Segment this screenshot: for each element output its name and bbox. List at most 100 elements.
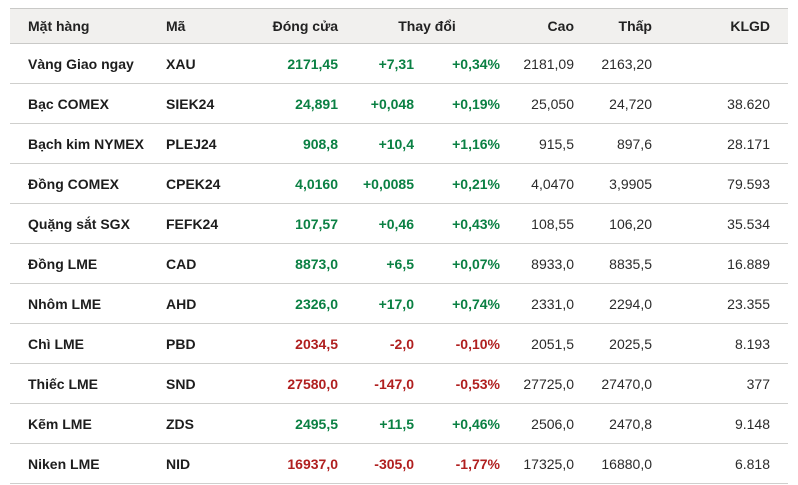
table-row[interactable]: Quặng sắt SGX FEFK24 107,57 +0,46 +0,43%… (10, 203, 788, 244)
table-row[interactable]: Kẽm LME ZDS 2495,5 +11,5 +0,46% 2506,0 2… (10, 403, 788, 444)
change-value: -147,0 (346, 363, 422, 404)
item-code: PBD (158, 323, 250, 364)
high-price: 2331,0 (508, 283, 582, 324)
item-name: Đồng COMEX (10, 163, 158, 204)
high-price: 2181,09 (508, 43, 582, 84)
change-percent: +0,21% (422, 163, 508, 204)
item-name: Vàng Giao ngay (10, 43, 158, 84)
close-price: 2171,45 (250, 43, 346, 84)
item-name: Bạc COMEX (10, 83, 158, 124)
table-row[interactable]: Nhôm LME AHD 2326,0 +17,0 +0,74% 2331,0 … (10, 283, 788, 324)
item-code: ZDS (158, 403, 250, 444)
volume: 38.620 (660, 83, 788, 124)
close-price: 4,0160 (250, 163, 346, 204)
change-value: -305,0 (346, 443, 422, 484)
change-value: +6,5 (346, 243, 422, 284)
item-code: XAU (158, 43, 250, 84)
close-price: 16937,0 (250, 443, 346, 484)
col-header-change: Thay đổi (346, 8, 508, 44)
item-code: SND (158, 363, 250, 404)
table-row[interactable]: Niken LME NID 16937,0 -305,0 -1,77% 1732… (10, 443, 788, 484)
table-row[interactable]: Vàng Giao ngay XAU 2171,45 +7,31 +0,34% … (10, 43, 788, 84)
change-percent: +0,46% (422, 403, 508, 444)
close-price: 2326,0 (250, 283, 346, 324)
low-price: 3,9905 (582, 163, 660, 204)
close-price: 2495,5 (250, 403, 346, 444)
change-value: +11,5 (346, 403, 422, 444)
change-value: +7,31 (346, 43, 422, 84)
item-code: FEFK24 (158, 203, 250, 244)
change-percent: -1,77% (422, 443, 508, 484)
change-percent: +0,19% (422, 83, 508, 124)
item-name: Niken LME (10, 443, 158, 484)
high-price: 4,0470 (508, 163, 582, 204)
close-price: 8873,0 (250, 243, 346, 284)
item-code: SIEK24 (158, 83, 250, 124)
low-price: 897,6 (582, 123, 660, 164)
item-name: Bạch kim NYMEX (10, 123, 158, 164)
change-percent: +1,16% (422, 123, 508, 164)
change-percent: -0,53% (422, 363, 508, 404)
volume: 9.148 (660, 403, 788, 444)
change-value: +10,4 (346, 123, 422, 164)
low-price: 2470,8 (582, 403, 660, 444)
close-price: 2034,5 (250, 323, 346, 364)
high-price: 27725,0 (508, 363, 582, 404)
change-percent: +0,74% (422, 283, 508, 324)
volume: 8.193 (660, 323, 788, 364)
volume: 23.355 (660, 283, 788, 324)
change-value: +0,0085 (346, 163, 422, 204)
col-header-item: Mặt hàng (10, 8, 158, 44)
table-row[interactable]: Đồng COMEX CPEK24 4,0160 +0,0085 +0,21% … (10, 163, 788, 204)
high-price: 2506,0 (508, 403, 582, 444)
volume: 377 (660, 363, 788, 404)
volume: 6.818 (660, 443, 788, 484)
table-body: Vàng Giao ngay XAU 2171,45 +7,31 +0,34% … (10, 43, 788, 484)
volume: 28.171 (660, 123, 788, 164)
change-value: +0,048 (346, 83, 422, 124)
table-row[interactable]: Bạch kim NYMEX PLEJ24 908,8 +10,4 +1,16%… (10, 123, 788, 164)
low-price: 106,20 (582, 203, 660, 244)
change-percent: -0,10% (422, 323, 508, 364)
item-name: Kẽm LME (10, 403, 158, 444)
item-code: NID (158, 443, 250, 484)
close-price: 908,8 (250, 123, 346, 164)
change-value: -2,0 (346, 323, 422, 364)
table-row[interactable]: Đồng LME CAD 8873,0 +6,5 +0,07% 8933,0 8… (10, 243, 788, 284)
item-name: Chì LME (10, 323, 158, 364)
high-price: 2051,5 (508, 323, 582, 364)
col-header-low: Thấp (582, 8, 660, 44)
change-percent: +0,34% (422, 43, 508, 84)
high-price: 25,050 (508, 83, 582, 124)
table-header-row: Mặt hàng Mã Đóng cửa Thay đổi Cao Thấp K… (10, 8, 788, 44)
col-header-code: Mã (158, 8, 250, 44)
high-price: 108,55 (508, 203, 582, 244)
volume: 35.534 (660, 203, 788, 244)
change-value: +17,0 (346, 283, 422, 324)
table-row[interactable]: Bạc COMEX SIEK24 24,891 +0,048 +0,19% 25… (10, 83, 788, 124)
col-header-high: Cao (508, 8, 582, 44)
low-price: 24,720 (582, 83, 660, 124)
close-price: 27580,0 (250, 363, 346, 404)
commodity-table: Mặt hàng Mã Đóng cửa Thay đổi Cao Thấp K… (10, 8, 788, 484)
table-row[interactable]: Thiếc LME SND 27580,0 -147,0 -0,53% 2772… (10, 363, 788, 404)
high-price: 8933,0 (508, 243, 582, 284)
item-name: Nhôm LME (10, 283, 158, 324)
item-code: CAD (158, 243, 250, 284)
change-value: +0,46 (346, 203, 422, 244)
low-price: 16880,0 (582, 443, 660, 484)
high-price: 915,5 (508, 123, 582, 164)
item-name: Thiếc LME (10, 363, 158, 404)
volume: 79.593 (660, 163, 788, 204)
table-row[interactable]: Chì LME PBD 2034,5 -2,0 -0,10% 2051,5 20… (10, 323, 788, 364)
volume: 16.889 (660, 243, 788, 284)
low-price: 2163,20 (582, 43, 660, 84)
item-name: Đồng LME (10, 243, 158, 284)
item-code: AHD (158, 283, 250, 324)
change-percent: +0,43% (422, 203, 508, 244)
col-header-volume: KLGD (660, 8, 788, 44)
low-price: 27470,0 (582, 363, 660, 404)
low-price: 2294,0 (582, 283, 660, 324)
high-price: 17325,0 (508, 443, 582, 484)
